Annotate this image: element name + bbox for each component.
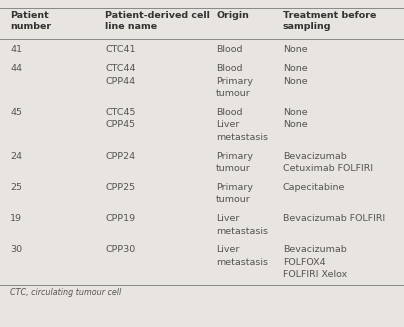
Text: CPP25: CPP25 [105,183,135,192]
Text: FOLFOX4: FOLFOX4 [283,258,326,267]
Text: 19: 19 [10,214,22,223]
Text: CTC45: CTC45 [105,108,135,117]
Text: Blood: Blood [216,45,243,54]
Text: 30: 30 [10,245,22,254]
Text: Liver: Liver [216,214,240,223]
Text: CPP19: CPP19 [105,214,135,223]
Text: tumour: tumour [216,195,251,204]
Text: None: None [283,45,307,54]
Text: metastasis: metastasis [216,133,268,142]
Text: 25: 25 [10,183,22,192]
Text: Capecitabine: Capecitabine [283,183,345,192]
Text: None: None [283,64,307,73]
Text: None: None [283,108,307,117]
Text: metastasis: metastasis [216,227,268,236]
Text: 24: 24 [10,152,22,161]
Text: Blood: Blood [216,108,243,117]
Text: Patient-derived cell
line name: Patient-derived cell line name [105,11,210,31]
Text: Cetuximab FOLFIRI: Cetuximab FOLFIRI [283,164,373,173]
Text: CPP44: CPP44 [105,77,135,86]
Text: Treatment before
sampling: Treatment before sampling [283,11,376,31]
Text: CTC41: CTC41 [105,45,135,54]
Text: Primary: Primary [216,183,253,192]
Text: Primary: Primary [216,77,253,86]
Text: CPP24: CPP24 [105,152,135,161]
Text: FOLFIRI Xelox: FOLFIRI Xelox [283,270,347,279]
Text: CPP45: CPP45 [105,120,135,129]
Text: None: None [283,77,307,86]
Text: Bevacizumab: Bevacizumab [283,245,347,254]
Text: Bevacizumab: Bevacizumab [283,152,347,161]
Text: Liver: Liver [216,245,240,254]
Text: CTC, circulating tumour cell: CTC, circulating tumour cell [10,288,121,297]
Text: Primary: Primary [216,152,253,161]
Text: metastasis: metastasis [216,258,268,267]
Text: Bevacizumab FOLFIRI: Bevacizumab FOLFIRI [283,214,385,223]
Text: None: None [283,120,307,129]
Text: 45: 45 [10,108,22,117]
Text: 41: 41 [10,45,22,54]
Text: tumour: tumour [216,164,251,173]
Text: Origin: Origin [216,11,249,20]
Text: Patient
number: Patient number [10,11,51,31]
Text: CTC44: CTC44 [105,64,135,73]
Text: Blood: Blood [216,64,243,73]
Text: tumour: tumour [216,89,251,98]
Text: Liver: Liver [216,120,240,129]
Text: CPP30: CPP30 [105,245,135,254]
Text: 44: 44 [10,64,22,73]
